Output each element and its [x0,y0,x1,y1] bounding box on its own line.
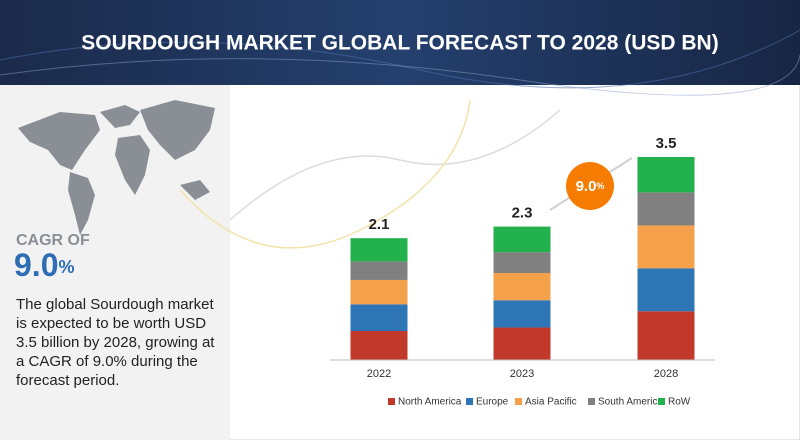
total-label: 2.1 [369,216,390,233]
cagr-label: CAGR OF [16,232,90,249]
title: SOURDOUGH MARKET GLOBAL FORECAST TO 2028… [81,32,718,55]
x-tick-label: 2023 [510,368,534,380]
bar-segment [350,279,408,305]
bar-segment [637,225,695,269]
bar-segment [637,311,695,360]
total-label: 2.3 [512,205,533,222]
decor-curve [179,99,471,249]
cagr-value: 9.0% [14,247,75,283]
cagr-unit: % [58,257,74,277]
x-tick-label: 2022 [367,368,391,380]
description-line: 3.5 billion by 2028, growing at [16,334,215,351]
legend-label: North America [398,397,462,408]
chart: 2.1 2022 2.3 2023 3.5 2028 North America Europe… [330,135,715,408]
description: The global Sourdough market is expected t… [16,296,215,389]
description-line: is expected to be worth USD [16,315,206,332]
legend-label: Asia Pacific [525,397,577,408]
header-band [0,0,800,85]
bubble-text: 9.0% [576,178,605,195]
total-label: 3.5 [656,135,677,152]
description-line: a CAGR of 9.0% during the [16,353,198,370]
bar-segment [493,327,551,360]
cagr-bubble [566,162,614,210]
bar-segment [350,261,408,280]
legend-swatch [515,398,522,405]
description-line: The global Sourdough market [16,296,214,313]
bar-segment [637,157,695,193]
world-map [18,100,215,235]
legend-swatch [466,398,473,405]
bar-segment [350,331,408,360]
legend-label: Europe [476,397,509,408]
bar-segment [493,300,551,328]
bubble-number: 9.0 [576,178,597,195]
legend-swatch [658,398,665,405]
bubble-unit: % [596,181,604,191]
header-decor [0,29,800,89]
description-line: forecast period. [16,372,119,389]
x-tick-label: 2028 [654,368,678,380]
legend-swatch [588,398,595,405]
bar-segment [350,238,408,262]
decor-curve [229,109,561,221]
bar-segment [493,252,551,273]
legend-label: South America [598,397,663,408]
legend-swatch [388,398,395,405]
bar-segment [493,226,551,253]
bar-segment [493,273,551,301]
cagr-number: 9.0 [14,247,58,283]
legend-label: RoW [668,397,691,408]
header-decor [0,54,800,96]
bar-segment [637,268,695,312]
bar-segment [637,192,695,226]
bar-segment [350,304,408,331]
